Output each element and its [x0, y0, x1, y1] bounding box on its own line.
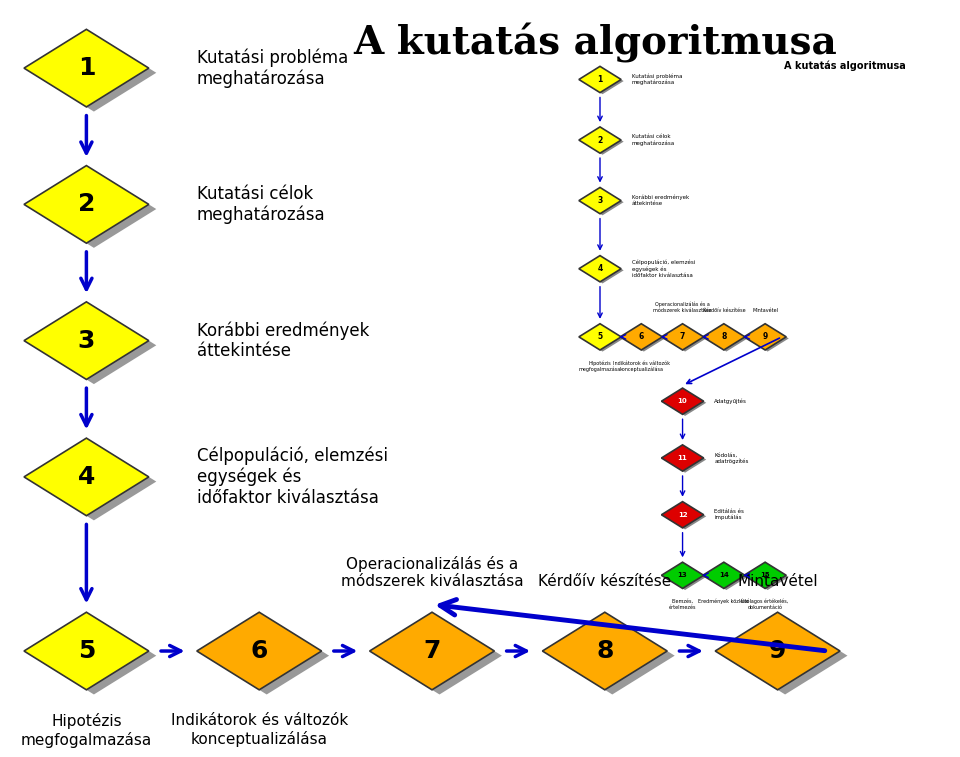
- Text: A kutatás algoritmusa: A kutatás algoritmusa: [784, 61, 905, 71]
- Polygon shape: [664, 447, 707, 472]
- Text: 2: 2: [78, 192, 95, 217]
- Polygon shape: [377, 617, 502, 694]
- Polygon shape: [661, 324, 704, 350]
- Polygon shape: [706, 564, 748, 590]
- Text: 6: 6: [251, 639, 268, 663]
- Text: 14: 14: [719, 572, 729, 578]
- Text: 3: 3: [78, 329, 95, 353]
- Polygon shape: [664, 326, 707, 351]
- Text: 2: 2: [597, 136, 603, 145]
- Text: Kutatási célok
meghatározása: Kutatási célok meghatározása: [197, 185, 325, 224]
- Text: Hipotézis
megfogalmazása: Hipotézis megfogalmazása: [21, 713, 152, 748]
- Polygon shape: [579, 67, 621, 92]
- Text: 8: 8: [721, 332, 727, 341]
- Text: Utólagos értékelés,
dokumentáció: Utólagos értékelés, dokumentáció: [741, 599, 789, 610]
- Text: Editálás és
imputálás: Editálás és imputálás: [714, 509, 744, 521]
- Polygon shape: [24, 30, 149, 107]
- Polygon shape: [204, 617, 329, 694]
- Text: 1: 1: [78, 56, 95, 80]
- Polygon shape: [579, 127, 621, 153]
- Text: 5: 5: [78, 639, 95, 663]
- Polygon shape: [24, 438, 149, 516]
- Polygon shape: [582, 326, 624, 351]
- Text: 10: 10: [678, 398, 687, 404]
- Polygon shape: [32, 443, 156, 520]
- Text: Mintavétel: Mintavétel: [737, 574, 818, 589]
- Text: Kérdőív készítése: Kérdőív készítése: [539, 574, 671, 589]
- Polygon shape: [32, 307, 156, 384]
- Polygon shape: [744, 324, 786, 350]
- Text: Operacionalizálás és a
módszerek kiválasztása: Operacionalizálás és a módszerek kiválas…: [341, 556, 523, 589]
- Text: Adatgyűjtés: Adatgyűjtés: [714, 398, 747, 404]
- Text: Indikátorok és változók
konceptualizálása: Indikátorok és változók konceptualizálás…: [171, 713, 348, 746]
- Text: 9: 9: [769, 639, 786, 663]
- Text: 6: 6: [638, 332, 644, 341]
- Text: Kérdőív készítése: Kérdőív készítése: [703, 308, 745, 313]
- Polygon shape: [703, 324, 745, 350]
- Text: 4: 4: [597, 264, 603, 273]
- Text: 13: 13: [678, 572, 687, 578]
- Polygon shape: [715, 612, 840, 690]
- Polygon shape: [197, 612, 322, 690]
- Text: 7: 7: [680, 332, 685, 341]
- Text: Célpopuláció, elemzési
egységek és
időfaktor kiválasztása: Célpopuláció, elemzési egységek és időfa…: [197, 447, 388, 507]
- Polygon shape: [24, 612, 149, 690]
- Text: Mintavétel: Mintavétel: [752, 308, 779, 313]
- Text: 9: 9: [762, 332, 768, 341]
- Polygon shape: [661, 502, 704, 528]
- Polygon shape: [550, 617, 675, 694]
- Text: Hipotézis
megfogalmazása: Hipotézis megfogalmazása: [579, 360, 621, 372]
- Polygon shape: [579, 256, 621, 282]
- Polygon shape: [32, 34, 156, 111]
- Polygon shape: [747, 564, 789, 590]
- Text: Indikátorok és változók
konceptualizálása: Indikátorok és változók konceptualizálás…: [612, 360, 670, 372]
- Text: Korábbi eredmények
áttekintése: Korábbi eredmények áttekintése: [632, 195, 689, 206]
- Polygon shape: [723, 617, 848, 694]
- Text: 15: 15: [760, 572, 770, 578]
- Polygon shape: [579, 324, 621, 350]
- Polygon shape: [370, 612, 494, 690]
- Text: 11: 11: [678, 455, 687, 461]
- Text: Korábbi eredmények
áttekintése: Korábbi eredmények áttekintése: [197, 321, 370, 360]
- Polygon shape: [661, 388, 704, 414]
- Text: 4: 4: [78, 465, 95, 489]
- Text: Célpopuláció, elemzési
egységek és
időfaktor kiválasztása: Célpopuláció, elemzési egységek és időfa…: [632, 260, 695, 278]
- Polygon shape: [747, 326, 789, 351]
- Text: Operacionalizálás és a
módszerek kiválasztása: Operacionalizálás és a módszerek kiválas…: [653, 302, 712, 313]
- Text: A kutatás algoritmusa: A kutatás algoritmusa: [353, 23, 837, 63]
- Text: 8: 8: [596, 639, 613, 663]
- Polygon shape: [24, 166, 149, 243]
- Polygon shape: [703, 562, 745, 588]
- Polygon shape: [661, 445, 704, 471]
- Polygon shape: [582, 257, 624, 283]
- Polygon shape: [706, 326, 748, 351]
- Text: Elemzés,
értelmezés: Elemzés, értelmezés: [669, 599, 696, 609]
- Polygon shape: [661, 562, 704, 588]
- Polygon shape: [542, 612, 667, 690]
- Text: Eredmények közlése: Eredmények közlése: [699, 599, 749, 604]
- Text: 7: 7: [423, 639, 441, 663]
- Text: 5: 5: [597, 332, 603, 341]
- Polygon shape: [620, 324, 662, 350]
- Text: Kutatási probléma
meghatározása: Kutatási probléma meghatározása: [197, 48, 348, 88]
- Polygon shape: [664, 503, 707, 529]
- Polygon shape: [582, 189, 624, 215]
- Polygon shape: [664, 564, 707, 590]
- Polygon shape: [582, 68, 624, 94]
- Polygon shape: [582, 129, 624, 154]
- Polygon shape: [664, 390, 707, 416]
- Text: 3: 3: [597, 196, 603, 205]
- Text: 12: 12: [678, 512, 687, 518]
- Polygon shape: [24, 302, 149, 379]
- Polygon shape: [32, 617, 156, 694]
- Polygon shape: [579, 188, 621, 213]
- Text: Kutatási célok
meghatározása: Kutatási célok meghatározása: [632, 134, 675, 146]
- Polygon shape: [744, 562, 786, 588]
- Text: Kutatási probléma
meghatározása: Kutatási probléma meghatározása: [632, 73, 683, 86]
- Text: 1: 1: [597, 75, 603, 84]
- Polygon shape: [623, 326, 665, 351]
- Polygon shape: [32, 170, 156, 248]
- Text: Kódolás,
adatrögzítés: Kódolás, adatrögzítés: [714, 452, 749, 464]
